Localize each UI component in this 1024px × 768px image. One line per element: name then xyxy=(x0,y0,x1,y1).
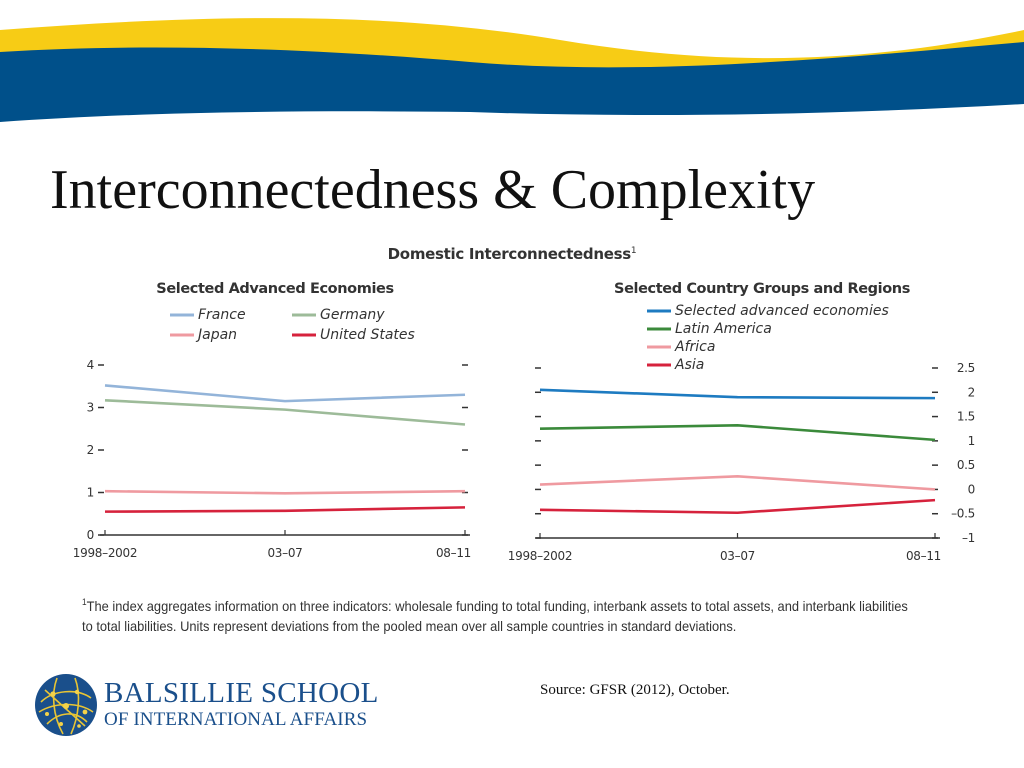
series-line-selected-advanced-economies xyxy=(539,388,936,400)
y-tick-label: 2 xyxy=(87,443,94,457)
x-tick-label: 08–11 xyxy=(436,546,471,560)
y-tick-label: –0.5 xyxy=(951,507,975,521)
footnote-text: The index aggregates information on thre… xyxy=(82,598,908,634)
figure-title-text: Domestic Interconnectedness xyxy=(387,245,632,263)
chart-title: Selected Country Groups and Regions xyxy=(614,281,910,297)
y-tick-label: –1 xyxy=(962,531,975,545)
y-tick-label: 2 xyxy=(968,385,975,399)
legend-label: Selected advanced economies xyxy=(675,303,889,319)
y-tick-label: 0.5 xyxy=(957,458,975,472)
school-name-line2: OF INTERNATIONAL AFFAIRS xyxy=(104,709,368,730)
header-banner xyxy=(0,18,1024,122)
series-line-japan xyxy=(104,489,466,495)
y-tick-label: 3 xyxy=(87,401,94,415)
chart-advanced-economies: Selected Advanced Economies France Germany… xyxy=(73,281,471,560)
x-tick-label: 1998–2002 xyxy=(508,549,572,563)
series-line-africa xyxy=(539,475,936,491)
school-name-line1: BALSILLIE SCHOOL xyxy=(104,677,379,709)
y-tick-label: 4 xyxy=(87,358,94,372)
school-name: BALSILLIE SCHOOL OF INTERNATIONAL AFFAIR… xyxy=(104,677,379,730)
series-line-united-states xyxy=(104,506,466,513)
figure-note-marker: 1 xyxy=(630,246,637,256)
y-tick-label: 1.5 xyxy=(957,410,975,424)
y-tick-label: 1 xyxy=(87,486,94,500)
y-tick-label: 1 xyxy=(968,434,975,448)
x-tick-label: 08–11 xyxy=(906,549,941,563)
legend-label: United States xyxy=(320,327,415,343)
legend-label: Japan xyxy=(195,327,237,343)
series-line-france xyxy=(104,384,466,403)
series-line-asia xyxy=(539,498,936,515)
footnote-marker: 1 xyxy=(82,597,87,607)
source-note: Source: GFSR (2012), October. xyxy=(540,682,730,698)
legend-label: Africa xyxy=(674,339,715,355)
globe-network-icon xyxy=(35,674,97,736)
y-tick-label: 0 xyxy=(87,528,94,542)
legend-label: France xyxy=(198,307,246,323)
chart-country-groups: Selected Country Groups and Regions Selec… xyxy=(508,281,975,563)
figure-title: Domestic Interconnectedness1 xyxy=(0,245,1024,263)
footnote: 1The index aggregates information on thr… xyxy=(82,592,921,636)
chart-title: Selected Advanced Economies xyxy=(156,281,393,297)
legend-label: Germany xyxy=(320,307,385,323)
y-tick-label: 2.5 xyxy=(957,361,975,375)
legend-label: Latin America xyxy=(675,321,772,337)
x-tick-label: 1998–2002 xyxy=(73,546,137,560)
banner-blue-wave xyxy=(0,42,1024,122)
legend-label: Asia xyxy=(674,357,704,373)
slide-title: Interconnectedness & Complexity xyxy=(50,159,816,221)
series-line-germany xyxy=(104,398,466,426)
x-tick-label: 03–07 xyxy=(267,546,302,560)
x-tick-label: 03–07 xyxy=(720,549,755,563)
y-tick-label: 0 xyxy=(968,482,975,496)
series-line-latin-america xyxy=(539,424,936,442)
